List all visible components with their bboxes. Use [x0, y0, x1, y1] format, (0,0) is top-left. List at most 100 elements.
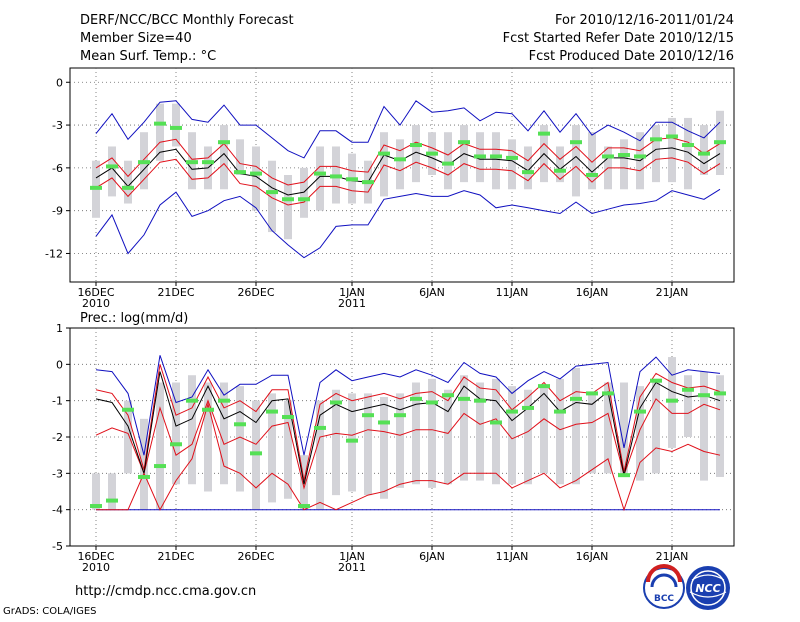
- temp-spread-bar: [220, 125, 228, 190]
- prec-forecast-marker: [442, 393, 454, 398]
- prec-spread-bar: [140, 418, 148, 510]
- temp-forecast-marker: [154, 121, 166, 126]
- prec-spread-bar: [492, 378, 500, 485]
- prec-forecast-marker: [90, 504, 102, 509]
- prec-forecast-marker: [506, 409, 518, 414]
- prec-spread-bar: [268, 393, 276, 503]
- prec-forecast-marker: [522, 405, 534, 410]
- prec-forecast-marker: [378, 420, 390, 425]
- temp-forecast-marker: [202, 160, 214, 165]
- temp-forecast-marker: [170, 125, 182, 130]
- prec-forecast-marker: [554, 409, 566, 414]
- prec-spread-bar: [92, 473, 100, 510]
- prec-ytick-label: 1: [56, 322, 63, 335]
- temp-forecast-marker: [90, 185, 102, 190]
- temp-forecast-marker: [522, 170, 534, 175]
- prec-spread-bar: [620, 382, 628, 474]
- prec-spread-bar: [412, 382, 420, 485]
- temp-spread-bar: [236, 139, 244, 175]
- precip-variable-label: Prec.: log(mm/d): [80, 311, 188, 326]
- temp-forecast-marker: [186, 160, 198, 165]
- temp-forecast-marker: [474, 154, 486, 159]
- temp-spread-bar: [556, 146, 564, 183]
- footer-url: http://cmdp.ncc.cma.gov.cn: [75, 584, 256, 599]
- temp-mean-line: [95, 147, 721, 196]
- prec-xtick-label: 21DEC: [157, 550, 194, 563]
- ncc-logo: NCC: [686, 566, 730, 610]
- prec-spread-bar: [332, 389, 340, 496]
- temp-spread-bar: [444, 132, 452, 190]
- prec-spread-bar: [108, 473, 116, 510]
- prec-ytick-label: -2: [52, 431, 63, 444]
- temp-forecast-marker: [362, 180, 374, 185]
- temp-spread-bar: [316, 146, 324, 211]
- temp-forecast-marker: [266, 190, 278, 195]
- temp-lower-sd-line: [95, 157, 721, 206]
- temp-spread-bar: [620, 139, 628, 190]
- prec-forecast-marker: [394, 413, 406, 418]
- temp-forecast-marker: [634, 154, 646, 159]
- temp-forecast-marker: [410, 143, 422, 148]
- prec-spread-bar: [172, 382, 180, 485]
- prec-forecast-marker: [410, 396, 422, 401]
- temp-xtick-label: 16DEC: [77, 286, 114, 299]
- temp-forecast-marker: [234, 170, 246, 175]
- prec-forecast-marker: [234, 422, 246, 427]
- temp-forecast-marker: [506, 155, 518, 160]
- prec-ytick-label: -5: [52, 540, 63, 553]
- temp-forecast-marker: [394, 157, 406, 162]
- prec-spread-bar: [444, 389, 452, 485]
- grads-credit: GrADS: COLA/IGES: [3, 606, 97, 617]
- prec-upper-sd-line: [95, 364, 721, 481]
- temp-ytick-label: -3: [52, 119, 63, 132]
- prec-forecast-marker: [186, 398, 198, 403]
- prec-forecast-marker: [202, 407, 214, 412]
- prec-xtick-label: 1JAN: [339, 550, 365, 563]
- temp-spread-bar: [108, 146, 116, 197]
- prec-max-line: [95, 355, 721, 456]
- temp-forecast-marker: [682, 143, 694, 148]
- prec-forecast-marker: [618, 473, 630, 478]
- prec-lower-sd-line: [95, 398, 721, 490]
- prec-forecast-marker: [490, 420, 502, 425]
- prec-spread-bar: [220, 382, 228, 485]
- temp-xtick-label: 1JAN: [339, 286, 365, 299]
- prec-ytick-label: -1: [52, 395, 63, 408]
- temp-xtick-label: 26DEC: [237, 286, 274, 299]
- prec-spread-bar: [716, 375, 724, 477]
- prec-spread-bar: [188, 375, 196, 485]
- prec-mean-line: [95, 371, 721, 485]
- prec-spread-bar: [156, 382, 164, 510]
- temp-forecast-marker: [714, 140, 726, 145]
- ncc-logo-text: NCC: [695, 582, 720, 595]
- prec-spread-bar: [428, 378, 436, 488]
- prec-forecast-marker: [170, 442, 182, 447]
- prec-forecast-marker: [154, 464, 166, 469]
- temp-spread-bar: [588, 132, 596, 190]
- bcc-logo: BCC: [643, 564, 685, 609]
- temp-spread-bar: [684, 117, 692, 190]
- prec-spread-bar: [604, 382, 612, 474]
- temp-forecast-marker: [602, 154, 614, 159]
- prec-spread-bar: [284, 400, 292, 499]
- prec-spread-bar: [540, 386, 548, 474]
- temp-forecast-marker: [378, 151, 390, 156]
- temp-spread-bar: [524, 146, 532, 190]
- temp-forecast-marker: [554, 168, 566, 173]
- prec-spread-bar: [380, 397, 388, 499]
- forecast-period: For 2010/12/16-2011/01/24: [555, 13, 734, 28]
- prec-forecast-marker: [106, 498, 118, 503]
- temp-ytick-label: -6: [52, 162, 63, 175]
- temp-forecast-marker: [346, 177, 358, 182]
- prec-forecast-marker: [714, 391, 726, 396]
- temp-forecast-marker: [458, 140, 470, 145]
- prec-forecast-marker: [650, 378, 662, 383]
- prec-forecast-marker: [250, 451, 262, 456]
- temp-spread-bar: [156, 103, 164, 161]
- prec-ytick-label: 0: [56, 358, 63, 371]
- temp-forecast-marker: [698, 151, 710, 156]
- prec-spread-bar: [652, 382, 660, 474]
- prec-xtick-label: 26DEC: [237, 550, 274, 563]
